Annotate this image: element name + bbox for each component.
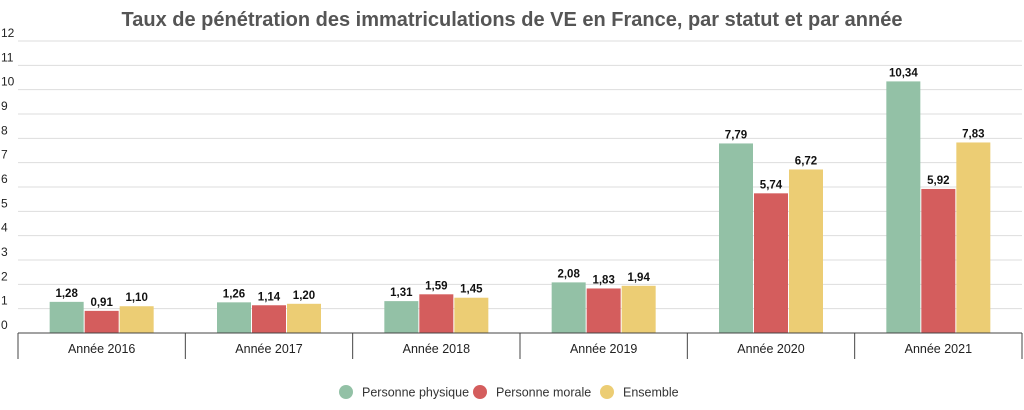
data-label: 6,72 xyxy=(795,155,817,167)
data-label: 1,28 xyxy=(55,288,78,300)
data-label: 0,91 xyxy=(90,297,113,309)
bar-ensemble xyxy=(956,142,991,333)
bar-personne-morale xyxy=(419,294,454,333)
bar-ensemble xyxy=(119,306,154,333)
bar-personne-physique xyxy=(551,282,586,333)
y-tick-label: 8 xyxy=(1,123,8,137)
bar-personne-morale xyxy=(586,288,621,333)
data-label: 1,14 xyxy=(258,291,281,303)
data-label: 1,94 xyxy=(627,272,650,284)
y-tick-label: 11 xyxy=(1,50,14,64)
bar-personne-physique xyxy=(384,301,419,333)
y-tick-label: 9 xyxy=(1,99,8,113)
data-label: 2,08 xyxy=(557,268,580,280)
y-tick-label: 5 xyxy=(1,196,8,210)
chart-title: Taux de pénétration des immatriculations… xyxy=(122,9,903,31)
y-tick-label: 3 xyxy=(1,245,8,259)
data-label: 7,79 xyxy=(725,129,747,141)
y-tick-label: 1 xyxy=(1,294,8,308)
legend-label: Personne physique xyxy=(362,386,469,400)
y-tick-label: 0 xyxy=(1,318,8,332)
data-label: 1,83 xyxy=(592,274,614,286)
bar-personne-morale xyxy=(921,188,956,333)
data-label: 1,31 xyxy=(390,287,413,299)
x-tick-label: Année 2021 xyxy=(905,342,972,356)
bar-personne-physique xyxy=(49,301,84,333)
y-tick-label: 10 xyxy=(1,75,15,89)
x-tick-label: Année 2017 xyxy=(235,342,302,356)
gridlines xyxy=(18,40,1022,310)
bar-ensemble xyxy=(287,303,321,333)
bar-ensemble xyxy=(454,297,489,333)
legend: Personne physique Personne morale Ensemble xyxy=(339,385,679,400)
bar-personne-morale xyxy=(252,305,286,333)
data-label: 1,26 xyxy=(223,288,245,300)
data-label: 7,83 xyxy=(962,128,984,140)
bar-personne-physique xyxy=(886,81,921,333)
x-tick-label: Année 2020 xyxy=(737,342,804,356)
bar-personne-physique xyxy=(719,143,753,333)
data-label: 10,34 xyxy=(889,67,918,79)
x-axis: Année 2016 Année 2017 Année 2018 Année 2019… xyxy=(17,332,1023,359)
x-tick-label: Année 2016 xyxy=(68,342,135,356)
bar-ensemble xyxy=(789,169,823,333)
y-tick-label: 4 xyxy=(1,221,8,235)
legend-marker xyxy=(600,385,614,399)
bar-ensemble xyxy=(621,285,656,333)
data-label: 1,45 xyxy=(460,284,483,296)
legend-label: Personne morale xyxy=(496,386,591,400)
y-tick-label: 7 xyxy=(1,148,8,162)
data-label: 5,74 xyxy=(760,179,783,191)
y-tick-label: 12 xyxy=(1,26,15,40)
y-tick-label: 6 xyxy=(1,172,8,186)
data-label: 1,20 xyxy=(293,290,315,302)
legend-marker xyxy=(473,385,487,399)
bar-personne-morale xyxy=(84,310,119,333)
data-label: 1,10 xyxy=(125,292,147,304)
legend-marker xyxy=(339,385,353,399)
x-tick-label: Année 2018 xyxy=(403,342,470,356)
x-tick-label: Année 2019 xyxy=(570,342,637,356)
bar-personne-morale xyxy=(754,193,788,333)
y-tick-label: 2 xyxy=(1,269,8,283)
bars xyxy=(49,81,991,333)
data-label: 5,92 xyxy=(927,175,949,187)
bar-personne-physique xyxy=(217,302,251,333)
data-labels: 1,28 0,91 1,10 1,26 1,14 1,20 1,31 1,59 1,45 2,08… xyxy=(55,67,984,308)
data-label: 1,59 xyxy=(425,280,447,292)
legend-label: Ensemble xyxy=(623,386,679,400)
